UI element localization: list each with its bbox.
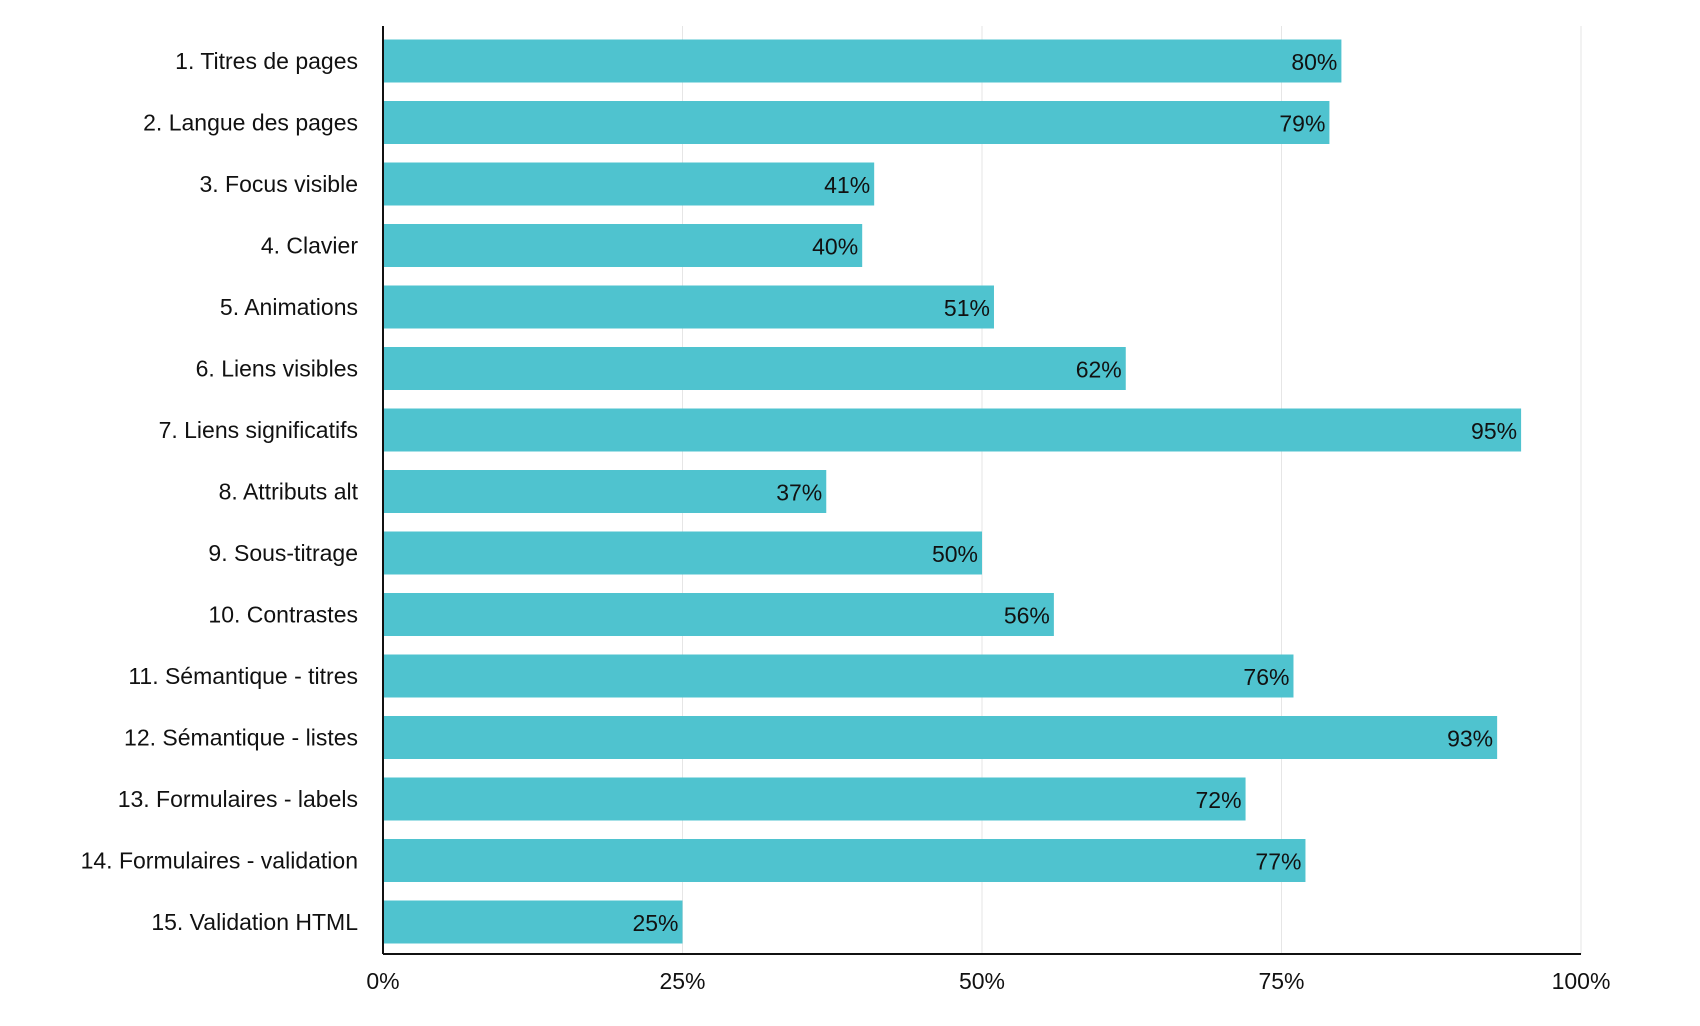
- data-label: 25%: [632, 910, 678, 936]
- data-label: 37%: [776, 480, 822, 506]
- category-label: 5. Animations: [220, 294, 358, 320]
- data-label: 95%: [1471, 418, 1517, 444]
- data-label: 51%: [944, 295, 990, 321]
- category-label: 14. Formulaires - validation: [81, 848, 358, 874]
- category-label: 8. Attributs alt: [219, 479, 359, 505]
- category-label: 4. Clavier: [261, 233, 358, 259]
- category-label: 11. Sémantique - titres: [128, 663, 358, 689]
- data-label: 72%: [1196, 787, 1242, 813]
- category-label: 10. Contrastes: [208, 602, 358, 628]
- category-label: 12. Sémantique - listes: [124, 725, 358, 751]
- bar: [383, 162, 875, 206]
- category-label: 2. Langue des pages: [143, 110, 358, 136]
- data-label: 62%: [1076, 357, 1122, 383]
- category-label: 13. Formulaires - labels: [118, 786, 358, 812]
- data-label: 40%: [812, 234, 858, 260]
- bar: [383, 716, 1498, 759]
- bar: [383, 777, 1246, 821]
- bar: [383, 347, 1126, 390]
- x-tick-label: 100%: [1552, 968, 1611, 994]
- x-tick-label: 75%: [1258, 968, 1304, 994]
- bar: [383, 408, 1522, 452]
- bar: [383, 101, 1330, 144]
- data-label: 76%: [1243, 664, 1289, 690]
- data-label: 80%: [1291, 49, 1337, 75]
- category-label: 1. Titres de pages: [175, 48, 358, 74]
- bar: [383, 470, 827, 513]
- category-label: 15. Validation HTML: [151, 909, 358, 935]
- data-label: 93%: [1447, 726, 1493, 752]
- category-label: 7. Liens significatifs: [159, 417, 358, 443]
- category-label: 3. Focus visible: [199, 171, 358, 197]
- axes: [382, 26, 1581, 955]
- category-label: 9. Sous-titrage: [208, 540, 358, 566]
- bar: [383, 531, 982, 575]
- bar: [383, 839, 1306, 882]
- x-tick-label: 25%: [659, 968, 705, 994]
- bar: [383, 39, 1342, 83]
- bar: [383, 285, 994, 329]
- data-label: 56%: [1004, 603, 1050, 629]
- labels: 1. Titres de pages 80% 2. Langue des pages…: [81, 48, 1611, 994]
- bars: [383, 39, 1522, 944]
- data-label: 50%: [932, 541, 978, 567]
- bar: [383, 224, 863, 267]
- x-tick-label: 0%: [366, 968, 399, 994]
- bar: [383, 900, 683, 944]
- bar: [383, 593, 1054, 636]
- category-label: 6. Liens visibles: [196, 356, 358, 382]
- x-tick-label: 50%: [959, 968, 1005, 994]
- data-label: 79%: [1279, 111, 1325, 137]
- data-label: 77%: [1255, 849, 1301, 875]
- data-label: 41%: [824, 172, 870, 198]
- bar: [383, 654, 1294, 698]
